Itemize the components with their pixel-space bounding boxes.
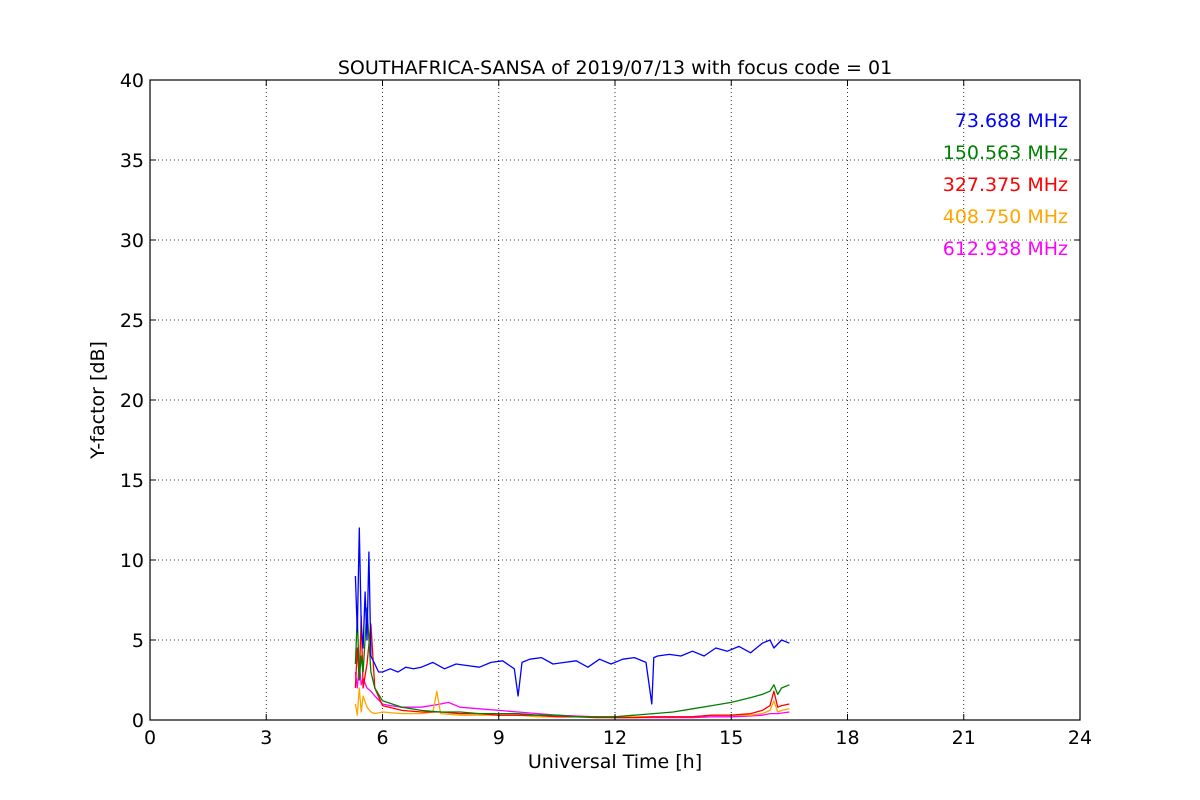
series-line [354, 607, 790, 718]
y-tick-label: 20 [120, 390, 144, 412]
legend-entry: 408.750 MHz [943, 206, 1068, 228]
chart-title: SOUTHAFRICA-SANSA of 2019/07/13 with foc… [338, 57, 892, 79]
x-tick-label: 9 [493, 727, 505, 749]
series-line [354, 527, 790, 705]
x-tick-label: 0 [144, 727, 156, 749]
y-tick-label: 25 [120, 310, 144, 332]
grid-layer [150, 80, 1080, 720]
y-tick-label: 40 [120, 70, 144, 92]
y-tick-label: 0 [132, 710, 144, 732]
y-tick-label: 35 [120, 150, 144, 172]
y-axis-label: Y-factor [dB] [87, 341, 109, 460]
legend-entry: 612.938 MHz [943, 238, 1068, 260]
legend-entry: 327.375 MHz [943, 174, 1068, 196]
y-tick-label: 30 [120, 230, 144, 252]
y-tick-label: 10 [120, 550, 144, 572]
x-tick-label: 21 [952, 727, 976, 749]
legend-entry: 73.688 MHz [955, 110, 1068, 132]
x-tick-label: 6 [376, 727, 388, 749]
legend-entry: 150.563 MHz [943, 142, 1068, 164]
x-tick-label: 3 [260, 727, 272, 749]
legend: 73.688 MHz 150.563 MHz 327.375 MHz 408.750 … [943, 110, 1068, 260]
tick-layer: 0 3 6 9 12 15 18 21 24 0 5 10 15 20 25 30 35 40 [120, 70, 1092, 749]
x-tick-label: 24 [1068, 727, 1092, 749]
x-tick-label: 15 [719, 727, 743, 749]
x-tick-label: 12 [603, 727, 627, 749]
y-tick-label: 5 [132, 630, 144, 652]
x-axis-label: Universal Time [h] [528, 751, 702, 773]
y-tick-label: 15 [120, 470, 144, 492]
series-line [354, 663, 790, 719]
x-tick-label: 18 [835, 727, 859, 749]
series-layer [354, 527, 790, 719]
series-line [354, 687, 790, 718]
